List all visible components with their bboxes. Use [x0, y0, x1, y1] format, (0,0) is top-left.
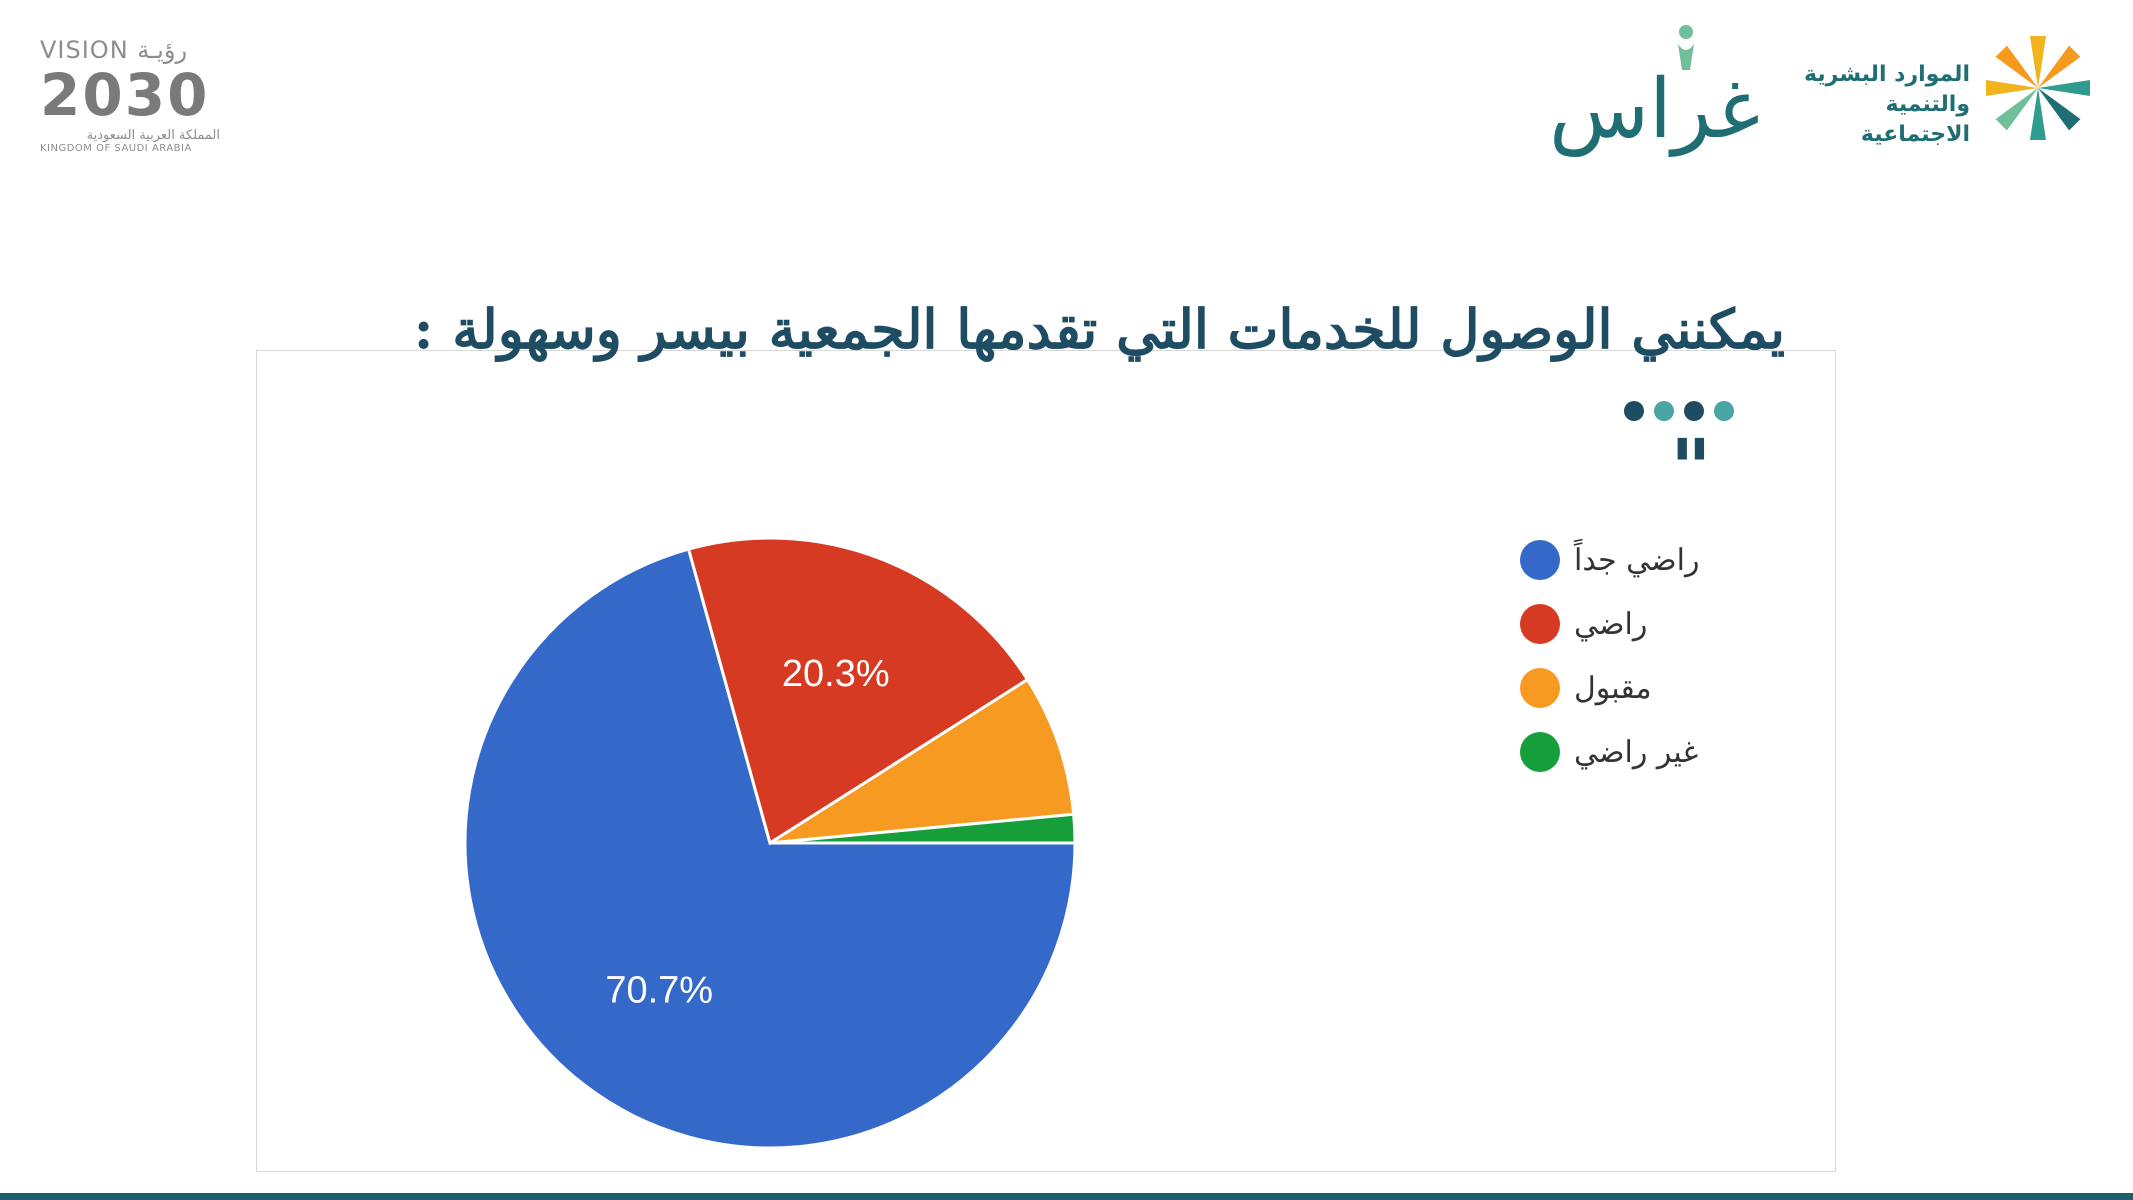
legend-label: غير راضي [1574, 734, 1699, 770]
pie-slice[interactable] [769, 812, 1077, 845]
pie-slice[interactable] [769, 677, 1076, 845]
ministry-line-1: الموارد البشرية [1804, 62, 1970, 87]
legend-item: غير راضي [1520, 720, 1780, 784]
quote-mark: " [1670, 421, 1712, 515]
ghiras-logo: غراس [1548, 22, 1760, 162]
pie-slice-label: 20.3% [782, 653, 890, 695]
ministry-line-2: والتنمية الاجتماعية [1860, 92, 1970, 147]
ministry-logo-text: الموارد البشرية والتنمية الاجتماعية [1795, 60, 1970, 150]
legend-item: راضي [1520, 592, 1780, 656]
legend-label: راضي جداً [1574, 542, 1700, 578]
legend-item: راضي جداً [1520, 528, 1780, 592]
ghiras-logo-text: غراس [1548, 62, 1760, 157]
vision-logo-number: 2030 [40, 61, 210, 129]
vision-2030-logo: VISION رؤيـة 2030 المملكة العربية السعود… [40, 36, 220, 154]
ghiras-figure-icon [1678, 25, 1694, 70]
decor-dot [1714, 401, 1734, 421]
pie-slice-label: 70.7% [605, 970, 713, 1012]
ministry-logo: الموارد البشرية والتنمية الاجتماعية [1795, 30, 2095, 150]
legend-swatch [1520, 540, 1560, 580]
slide-title: يمكنني الوصول للخدمات التي تقدمها الجمعي… [413, 297, 1785, 361]
decor-dots [1624, 401, 1734, 421]
pie-slice[interactable] [463, 547, 1077, 1150]
decor-dot [1624, 401, 1644, 421]
legend-swatch [1520, 732, 1560, 772]
vision-logo-english: KINGDOM OF SAUDI ARABIA [40, 143, 192, 154]
legend-label: مقبول [1574, 670, 1652, 706]
vision-logo-arabic: المملكة العربية السعودية [86, 128, 220, 143]
pie-slice[interactable] [686, 536, 1030, 846]
chart-legend: راضي جداً راضي مقبول غير راضي [1520, 528, 1780, 784]
legend-swatch [1520, 604, 1560, 644]
legend-label: راضي [1574, 606, 1648, 642]
vision-logo-top-text: VISION رؤيـة [40, 36, 188, 64]
decor-dot [1654, 401, 1674, 421]
legend-swatch [1520, 668, 1560, 708]
bottom-bar [0, 1193, 2133, 1200]
legend-item: مقبول [1520, 656, 1780, 720]
decor-dot [1684, 401, 1704, 421]
palm-star-icon [1986, 36, 2090, 140]
